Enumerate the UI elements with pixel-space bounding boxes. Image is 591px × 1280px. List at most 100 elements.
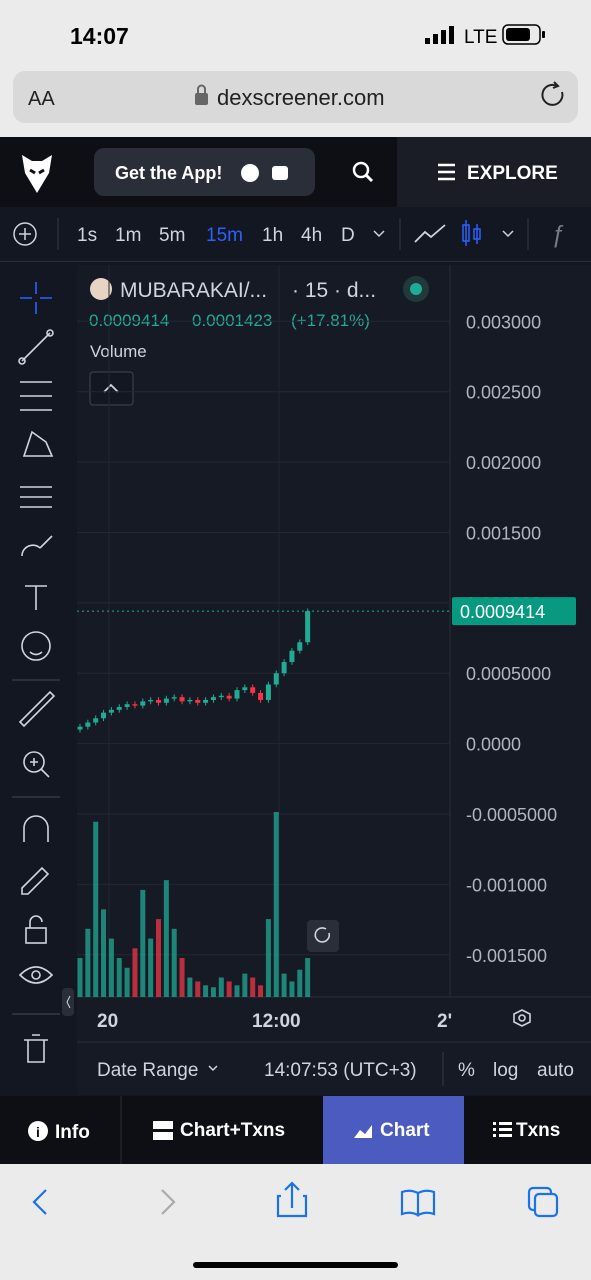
y-axis: 0.0030000.0025000.0020000.0015000.001000…	[452, 312, 576, 966]
volume-bar	[108, 938, 114, 997]
volume-bar	[148, 938, 154, 997]
timeframe-button[interactable]: 1h	[262, 225, 283, 246]
line-type-icon[interactable]	[414, 224, 446, 243]
tab[interactable]: Info	[55, 1122, 90, 1143]
url-bar[interactable]	[13, 71, 578, 123]
volume-bar	[93, 821, 99, 997]
candle-body	[210, 697, 216, 700]
candle-body	[140, 701, 146, 706]
svg-text:i: i	[36, 1124, 40, 1140]
candle-body	[124, 704, 130, 708]
candle-body	[289, 650, 295, 662]
url[interactable]: dexscreener.com	[217, 85, 385, 110]
volume-bar	[101, 909, 107, 997]
timeframe-button[interactable]: 5m	[159, 225, 185, 246]
volume-bar	[226, 981, 232, 997]
volume-bar	[163, 880, 169, 997]
candle-body	[148, 699, 154, 702]
text-size-button[interactable]: AA	[28, 88, 55, 110]
y-tick-label: -0.001500	[466, 946, 547, 966]
volume-bar	[234, 985, 240, 997]
candle-body	[116, 707, 122, 710]
volume-bar	[258, 985, 264, 997]
collapse-button[interactable]	[89, 371, 134, 406]
tool-icons[interactable]	[12, 282, 60, 1063]
date-range[interactable]: Date Range	[97, 1060, 198, 1081]
search-icon[interactable]	[352, 161, 370, 179]
battery-icon	[502, 24, 545, 45]
menu-icon	[438, 163, 455, 181]
candle-type-icon[interactable]	[462, 220, 481, 246]
token-icon	[90, 278, 112, 300]
timeframe-button[interactable]: 1s	[77, 225, 97, 246]
reset-button[interactable]	[307, 920, 339, 952]
candle-body	[156, 699, 161, 703]
change-percent: (+17.81%)	[291, 311, 370, 330]
volume-bar	[203, 985, 209, 997]
volume-bar	[85, 928, 91, 997]
volume-bar	[156, 919, 161, 997]
x-tick-label: 20	[97, 1011, 118, 1032]
tab[interactable]: Chart	[380, 1120, 430, 1141]
log-toggle[interactable]: log	[493, 1060, 518, 1081]
candle-body	[77, 726, 83, 730]
volume-bar	[116, 958, 122, 997]
timeframe-button[interactable]: 15m	[206, 225, 243, 246]
candle-body	[163, 698, 169, 703]
volume-label: Volume	[90, 342, 147, 361]
chart: MUBARAKAI/... · 15 · d... 0.0009414 0.00…	[62, 265, 591, 1032]
volume-bar	[140, 889, 146, 997]
x-tick-label: 12:00	[252, 1011, 301, 1032]
indicators-icon[interactable]: ƒ	[551, 221, 564, 248]
candle-body	[305, 611, 311, 643]
settings-icon[interactable]	[513, 1009, 531, 1027]
home-indicator	[193, 1262, 398, 1268]
volume-bar	[124, 967, 130, 997]
clock-utc: 14:07:53 (UTC+3)	[264, 1060, 417, 1081]
auto-toggle[interactable]: auto	[537, 1060, 574, 1081]
y-tick-label: 0.001500	[466, 523, 541, 543]
last-price: 0.0009414	[89, 311, 169, 330]
network: LTE	[464, 27, 497, 48]
app-button-label: Get the App!	[115, 163, 222, 183]
status-bar	[0, 0, 591, 70]
tab[interactable]: Txns	[516, 1120, 560, 1141]
timeframe-button[interactable]: 1m	[115, 225, 141, 246]
volume-bar	[281, 973, 287, 997]
volume-bar	[218, 977, 224, 997]
candle-body	[179, 697, 185, 702]
active-tab[interactable]	[323, 1096, 464, 1164]
y-tick-label: -0.001000	[466, 875, 547, 895]
timeframe-button[interactable]: 4h	[301, 225, 322, 246]
logo[interactable]	[22, 155, 52, 193]
volume-bar	[242, 973, 248, 997]
app-button[interactable]	[94, 148, 315, 196]
percent-toggle[interactable]: %	[458, 1060, 475, 1081]
candle-body	[297, 642, 303, 651]
volume-bar	[179, 958, 185, 997]
price-tag-label: 0.0009414	[460, 602, 545, 622]
candle-body	[242, 687, 248, 691]
tab[interactable]: Chart+Txns	[180, 1120, 285, 1141]
price-tag	[452, 597, 576, 626]
timeframe-button[interactable]: D	[341, 225, 355, 246]
explore-button[interactable]: EXPLORE	[467, 163, 558, 184]
lock-icon	[195, 84, 208, 105]
volume-bar	[289, 981, 295, 997]
interval: · 15 · d...	[292, 279, 376, 302]
chart-panel	[77, 265, 591, 1095]
pair-name[interactable]: MUBARAKAI/...	[120, 279, 267, 302]
candle-body	[226, 695, 232, 699]
clock: 14:07	[70, 23, 129, 49]
candle-body	[281, 661, 287, 674]
add-symbol[interactable]	[13, 222, 37, 246]
candle-body	[171, 697, 177, 699]
safari-buttons[interactable]	[32, 1181, 559, 1218]
volume-bar	[195, 981, 201, 997]
candle-body	[85, 722, 91, 727]
timeframe-bar	[0, 207, 591, 262]
reload-icon[interactable]	[541, 83, 564, 106]
candle-body	[218, 695, 224, 698]
